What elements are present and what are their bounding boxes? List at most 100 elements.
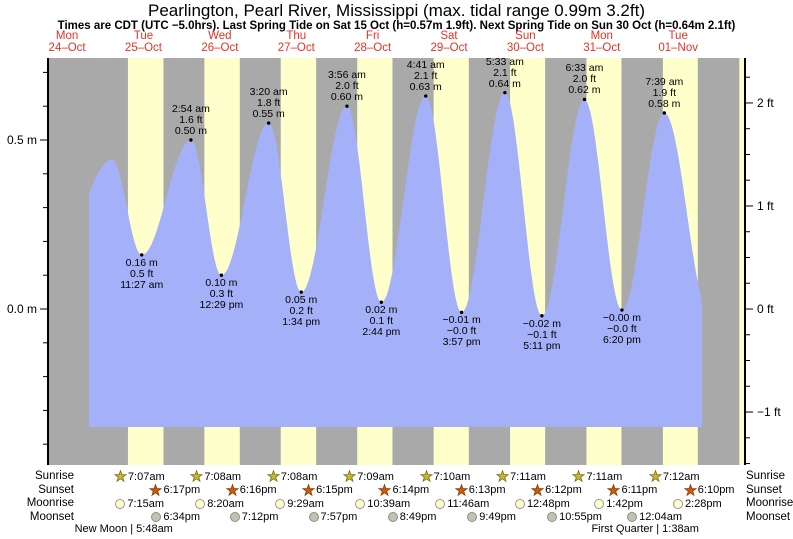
sunrise-icon bbox=[266, 470, 280, 483]
tide-extreme-dot bbox=[620, 308, 624, 312]
sunrise-event: 7:09am bbox=[343, 470, 394, 483]
sunset-row-label-left: Sunset bbox=[38, 483, 74, 496]
moonrise-time: 1:42pm bbox=[606, 497, 643, 510]
sunset-row-label-right: Sunset bbox=[746, 483, 782, 496]
moonset-time: 10:55pm bbox=[559, 511, 602, 523]
left-axis-label: 0.0 m bbox=[7, 302, 37, 316]
moonrise-icon bbox=[594, 498, 605, 509]
right-axis-label: 2 ft bbox=[757, 96, 774, 110]
moonset-event: 7:57pm bbox=[308, 511, 357, 524]
tide-extreme-dot bbox=[299, 290, 303, 294]
tide-extreme-dot bbox=[140, 253, 144, 257]
sunset-time: 6:15pm bbox=[316, 484, 353, 496]
moonset-time: 6:34pm bbox=[163, 511, 201, 523]
moonset-icon bbox=[547, 512, 558, 522]
right-axis-label: 1 ft bbox=[757, 199, 774, 213]
sunrise-icon bbox=[572, 470, 586, 483]
sunset-icon bbox=[531, 483, 545, 496]
right-axis-label: −1 ft bbox=[757, 405, 781, 419]
high-tide-annotation: 5:33 am 2.1 ft 0.64 m bbox=[485, 55, 524, 90]
moonset-event: 8:49pm bbox=[387, 511, 437, 524]
daylight-band bbox=[739, 58, 745, 465]
sunrise-row-label-left: Sunrise bbox=[35, 470, 74, 482]
moonrise-row-label-left: Moonrise bbox=[26, 497, 74, 509]
day-label: Mon 31–Oct bbox=[583, 30, 621, 54]
day-label: Tue 01–Nov bbox=[658, 30, 698, 54]
low-tide-annotation: 0.02 m 0.1 ft 2:44 pm bbox=[362, 304, 401, 339]
sunrise-time: 7:11am bbox=[510, 470, 546, 483]
high-tide-annotation: 7:39 am 1.9 ft 0.58 m bbox=[645, 75, 684, 110]
sunrise-event: 7:07am bbox=[113, 470, 165, 483]
sunrise-time: 7:08am bbox=[280, 470, 318, 483]
sunset-event: 6:16pm bbox=[225, 483, 277, 497]
sunrise-icon bbox=[496, 470, 510, 483]
moonrise-time: 2:28pm bbox=[685, 497, 722, 510]
sunset-icon bbox=[149, 483, 163, 496]
moonset-time: 8:49pm bbox=[399, 511, 437, 523]
sunset-time: 6:17pm bbox=[163, 484, 201, 496]
moonrise-event: 12:48pm bbox=[514, 497, 570, 510]
sunrise-icon bbox=[419, 470, 433, 483]
high-tide-annotation: 2:54 am 1.6 ft 0.50 m bbox=[171, 103, 210, 137]
moonset-time: 12:04am bbox=[639, 511, 682, 523]
sunrise-time: 7:09am bbox=[357, 470, 394, 483]
moonset-time: 9:49pm bbox=[479, 511, 516, 523]
moonset-icon bbox=[151, 512, 162, 522]
high-tide-annotation: 3:56 am 2.0 ft 0.60 m bbox=[327, 69, 366, 104]
sunrise-time: 7:10am bbox=[433, 470, 471, 483]
sunrise-time: 7:07am bbox=[127, 470, 165, 483]
moonrise-icon bbox=[115, 498, 126, 509]
sunrise-event: 7:12am bbox=[648, 470, 700, 483]
moonrise-icon bbox=[673, 498, 684, 509]
sunset-icon bbox=[302, 483, 316, 496]
sunrise-icon bbox=[648, 470, 662, 483]
sunrise-icon bbox=[113, 470, 127, 483]
sunset-icon bbox=[683, 483, 697, 496]
sunset-icon bbox=[454, 483, 468, 496]
sunrise-time: 7:11am bbox=[586, 470, 623, 483]
sunset-icon bbox=[378, 483, 392, 496]
sunset-time: 6:12pm bbox=[545, 484, 582, 496]
moonset-event: 9:49pm bbox=[466, 511, 516, 524]
low-tide-annotation: −0.02 m −0.1 ft 5:11 pm bbox=[522, 317, 562, 352]
moonrise-time: 9:29am bbox=[287, 497, 324, 510]
tide-extreme-dot bbox=[503, 90, 507, 95]
moonrise-event: 10:39am bbox=[354, 497, 410, 510]
moonrise-row-label-right: Moonrise bbox=[746, 497, 793, 509]
right-axis-label: 0 ft bbox=[757, 302, 774, 316]
moonrise-icon bbox=[435, 498, 446, 509]
tide-extreme-dot bbox=[219, 273, 224, 277]
moonrise-event: 1:42pm bbox=[593, 497, 643, 510]
tide-extreme-dot bbox=[582, 97, 587, 102]
page-subtitle: Times are CDT (UTC −5.0hrs). Last Spring… bbox=[57, 20, 736, 32]
sunset-icon bbox=[607, 483, 621, 496]
sunrise-event: 7:11am bbox=[572, 470, 622, 483]
sunset-time: 6:14pm bbox=[392, 484, 430, 496]
moonrise-time: 8:20am bbox=[207, 497, 244, 510]
low-tide-annotation: −0.00 m −0.0 ft 6:20 pm bbox=[602, 312, 642, 346]
moon-phase-note: First Quarter | 1:38am bbox=[591, 523, 699, 535]
tide-extreme-dot bbox=[189, 138, 193, 142]
moonrise-icon bbox=[195, 498, 206, 509]
high-tide-annotation: 4:41 am 2.1 ft 0.63 m bbox=[406, 59, 445, 94]
moonset-icon bbox=[467, 512, 478, 522]
day-label: Wed 26–Oct bbox=[201, 30, 239, 54]
sunset-time: 6:16pm bbox=[239, 484, 277, 496]
low-tide-annotation: 0.10 m 0.3 ft 12:29 pm bbox=[199, 277, 244, 312]
tide-extreme-dot bbox=[662, 111, 667, 115]
sunset-time: 6:10pm bbox=[697, 484, 735, 496]
day-label: Mon 24–Oct bbox=[48, 30, 86, 54]
tide-curve bbox=[89, 92, 702, 427]
moonrise-time: 7:15am bbox=[127, 497, 165, 510]
tide-extreme-dot bbox=[345, 104, 349, 108]
moonset-row-label-right: Moonset bbox=[746, 510, 791, 523]
moonset-icon bbox=[627, 512, 638, 522]
tide-extreme-dot bbox=[424, 94, 428, 98]
day-label: Sat 29–Oct bbox=[430, 30, 468, 54]
sunrise-event: 7:08am bbox=[190, 470, 241, 483]
high-tide-annotation: 3:20 am 1.8 ft 0.55 m bbox=[249, 86, 288, 121]
moonset-event: 7:12pm bbox=[229, 511, 278, 524]
moonrise-time: 10:39am bbox=[367, 497, 411, 510]
sunset-event: 6:13pm bbox=[454, 483, 506, 497]
